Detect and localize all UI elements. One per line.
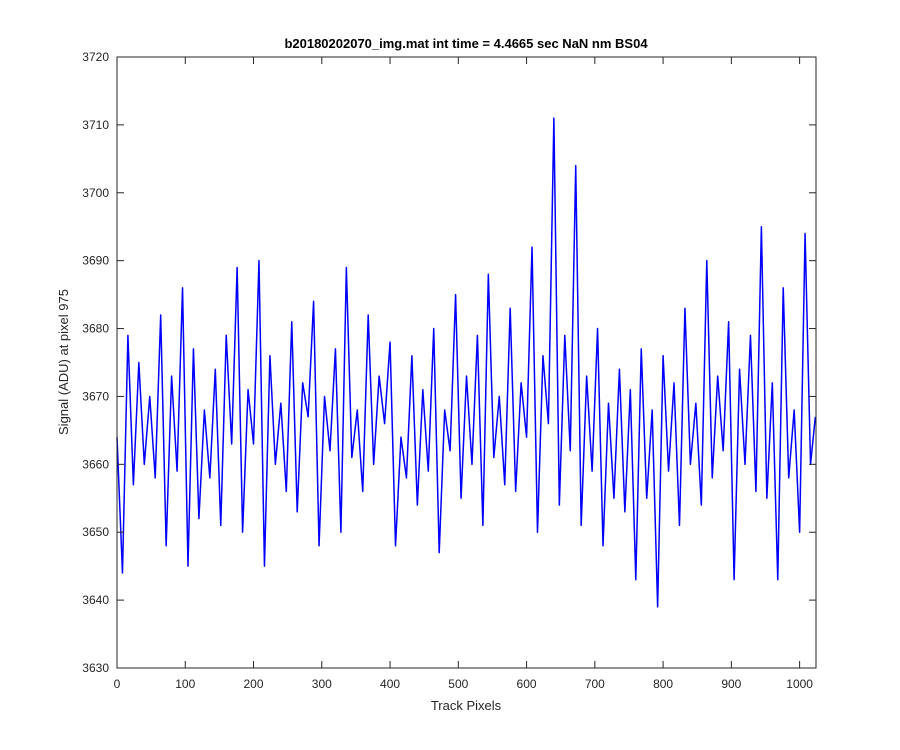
- series-layer: [116, 117, 817, 608]
- y-tick-label: 3700: [82, 186, 109, 200]
- plot-area: [117, 57, 816, 668]
- y-tick-label: 3660: [82, 457, 109, 471]
- x-tick-label: 900: [721, 677, 741, 691]
- x-tick-label: 1000: [786, 677, 813, 691]
- y-tick-label: 3670: [82, 389, 109, 403]
- x-axis-ticks: 0 100 200 300 400 500 600 700 800 900 1000: [114, 57, 813, 691]
- y-tick-label: 3630: [82, 661, 109, 675]
- x-tick-label: 600: [517, 677, 537, 691]
- axes-box: [116, 56, 817, 669]
- series-line-0: [116, 117, 817, 608]
- x-tick-label: 800: [653, 677, 673, 691]
- x-tick-label: 300: [312, 677, 332, 691]
- y-tick-label: 3680: [82, 322, 109, 336]
- chart-title: b20180202070_img.mat int time = 4.4665 s…: [284, 36, 648, 51]
- y-axis-label: Signal (ADU) at pixel 975: [56, 289, 71, 435]
- x-tick-label: 0: [114, 677, 121, 691]
- x-axis-label: Track Pixels: [431, 698, 502, 713]
- y-axis-ticks: 3630 3640 3650 3660 3670 3680 3690 3700 3710 3720: [82, 50, 816, 675]
- x-tick-label: 100: [175, 677, 195, 691]
- x-tick-label: 200: [244, 677, 264, 691]
- y-tick-label: 3640: [82, 593, 109, 607]
- y-tick-label: 3710: [82, 118, 109, 132]
- x-tick-label: 500: [448, 677, 468, 691]
- y-tick-label: 3720: [82, 50, 109, 64]
- x-tick-label: 400: [380, 677, 400, 691]
- x-tick-label: 700: [585, 677, 605, 691]
- y-tick-label: 3690: [82, 254, 109, 268]
- y-tick-label: 3650: [82, 525, 109, 539]
